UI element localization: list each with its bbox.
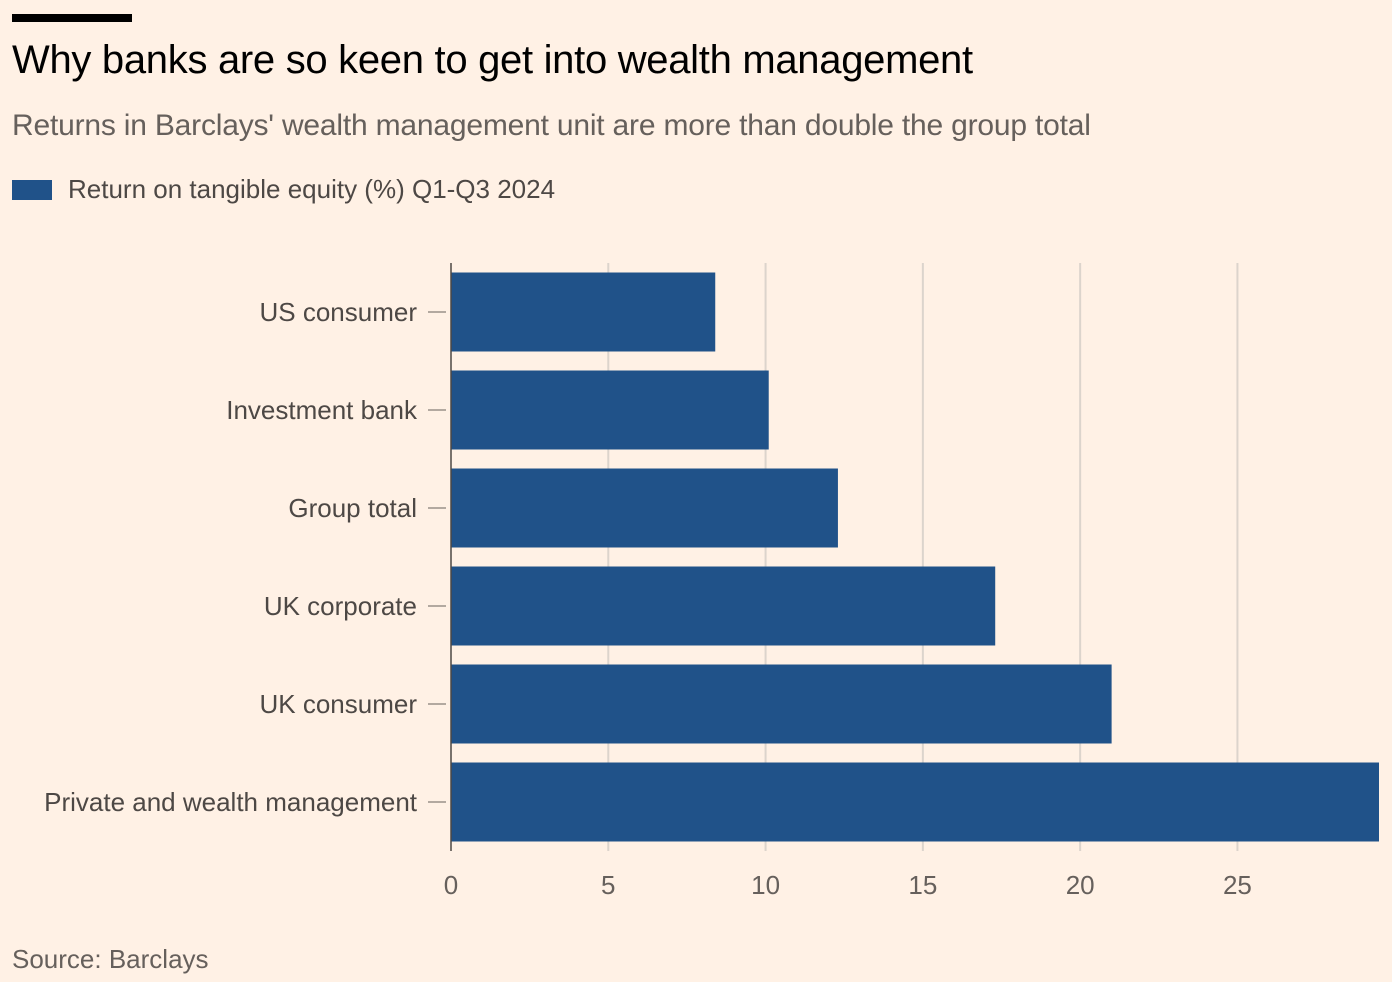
bar <box>451 762 1379 842</box>
x-tick-label: 5 <box>601 870 615 900</box>
bar <box>451 566 996 646</box>
category-label: US consumer <box>260 297 418 327</box>
x-tick-label: 20 <box>1066 870 1095 900</box>
category-label: Group total <box>288 493 417 523</box>
x-tick-label: 0 <box>444 870 458 900</box>
category-label: UK consumer <box>260 689 418 719</box>
legend-swatch <box>12 179 52 200</box>
category-label: Investment bank <box>226 395 418 425</box>
category-label: Private and wealth management <box>44 787 418 817</box>
brand-bar <box>12 14 132 22</box>
source-note: Source: Barclays <box>12 944 209 974</box>
bar <box>451 664 1112 744</box>
chart-title: Why banks are so keen to get into wealth… <box>12 38 973 82</box>
x-tick-label: 25 <box>1223 870 1252 900</box>
bar <box>451 370 769 450</box>
legend: Return on tangible equity (%) Q1-Q3 2024 <box>12 174 555 205</box>
bar <box>451 468 838 548</box>
x-tick-label: 15 <box>908 870 937 900</box>
chart-subtitle: Returns in Barclays' wealth management u… <box>12 109 1091 142</box>
legend-label: Return on tangible equity (%) Q1-Q3 2024 <box>68 174 556 204</box>
category-label: UK corporate <box>264 591 417 621</box>
bar <box>451 272 716 352</box>
x-tick-label: 10 <box>751 870 780 900</box>
